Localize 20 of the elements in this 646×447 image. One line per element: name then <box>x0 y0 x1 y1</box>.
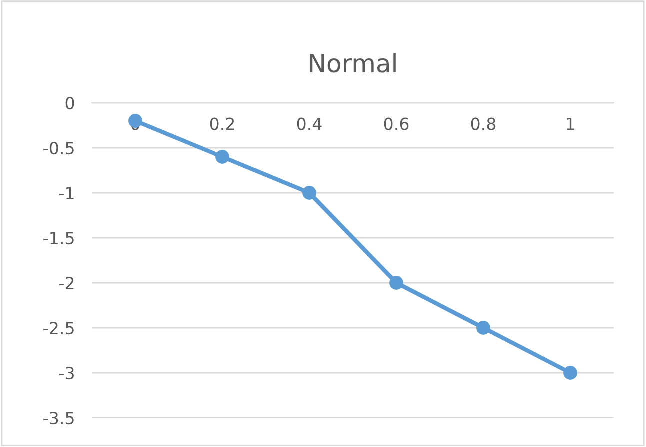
point <box>564 366 578 380</box>
y-tick-label: -3.5 <box>44 412 74 425</box>
point <box>128 114 142 128</box>
point <box>216 150 230 164</box>
chart-title: Normal <box>310 53 396 73</box>
x-tick-label: 0.6 <box>384 118 409 130</box>
y-tick-label: -2.5 <box>44 322 74 335</box>
x-tick-label: 0.8 <box>471 118 496 130</box>
point <box>476 321 490 335</box>
y-tick-label: -1 <box>60 187 74 200</box>
x-tick-label: 1 <box>567 118 574 130</box>
y-tick-label: -1.5 <box>44 232 74 245</box>
y-tick-label: -0.5 <box>44 142 74 155</box>
y-tick-label: 0 <box>66 96 74 110</box>
x-tick-label: 0.2 <box>210 118 234 130</box>
point <box>390 276 404 290</box>
y-tick-label: -2 <box>60 276 74 290</box>
y-tick-label: -3 <box>60 366 74 380</box>
x-tick-label: 0.4 <box>297 118 322 130</box>
point <box>302 186 316 200</box>
